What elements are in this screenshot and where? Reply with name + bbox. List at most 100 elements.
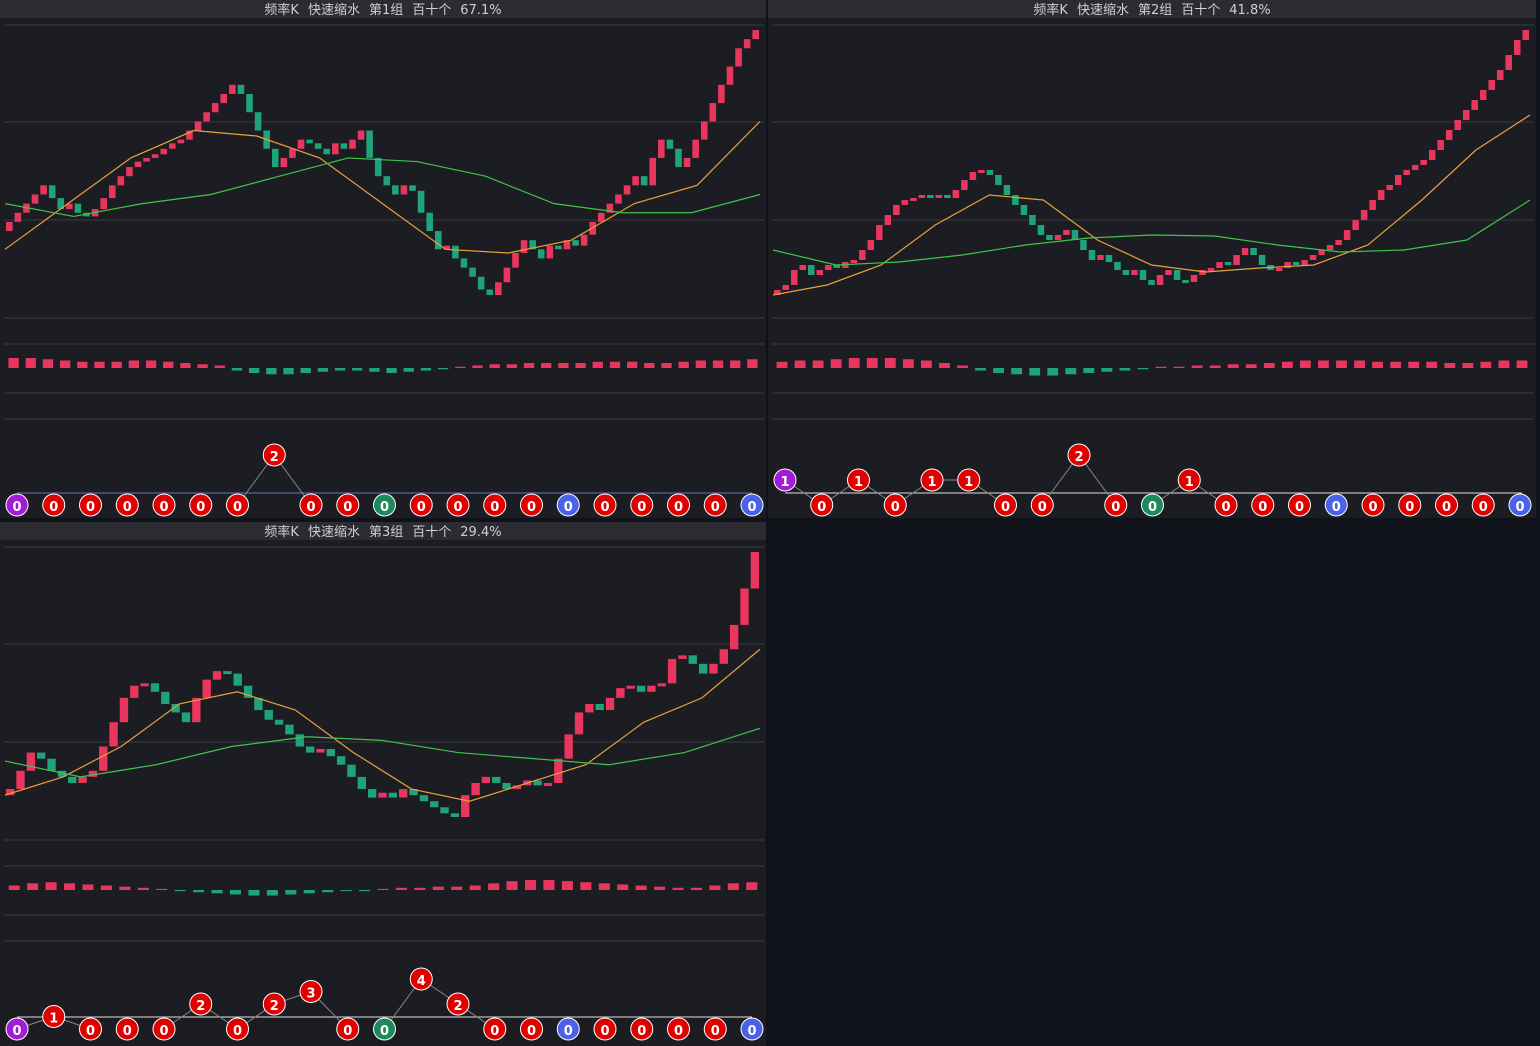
candle: [295, 734, 304, 747]
candle: [1080, 240, 1087, 250]
macd-bar: [920, 360, 932, 368]
signal-label: 0: [1221, 500, 1230, 515]
candle: [533, 780, 542, 786]
signal-label: 1: [854, 475, 863, 490]
candle: [57, 770, 67, 777]
candle: [316, 748, 325, 753]
candle: [37, 752, 46, 759]
signal-label: 2: [270, 450, 279, 465]
signal-label: 0: [600, 1024, 609, 1039]
candle: [1326, 245, 1334, 250]
macd-bar: [712, 360, 724, 368]
macd-bar: [163, 361, 174, 368]
macd-bar: [812, 360, 824, 368]
candle: [709, 663, 718, 674]
candle: [181, 712, 191, 723]
title-group: 第2组: [1138, 3, 1172, 18]
candle: [203, 112, 210, 122]
macd-bar: [1173, 366, 1185, 368]
candle: [1275, 268, 1283, 271]
signal-dot: [336, 493, 360, 517]
panel-bg: [768, 0, 1536, 518]
candle: [289, 148, 296, 158]
signal-dot: [262, 992, 286, 1016]
candle: [1088, 250, 1096, 260]
candle: [374, 157, 382, 177]
candle: [1343, 230, 1351, 240]
candle: [1292, 262, 1300, 265]
candle: [1122, 270, 1130, 275]
candle: [1479, 90, 1487, 100]
signal-dot: [1141, 493, 1164, 517]
macd-bar: [248, 890, 260, 896]
candle: [150, 683, 160, 692]
signal-dot: [446, 493, 470, 517]
candle: [347, 764, 356, 777]
candle: [1233, 255, 1240, 265]
signal-dot: [299, 980, 323, 1003]
candle: [543, 782, 553, 786]
candle: [683, 157, 691, 168]
candle: [961, 180, 968, 190]
candle: [392, 185, 399, 195]
macd-bar: [1101, 368, 1113, 372]
macd-bar: [848, 358, 860, 368]
macd-bar: [111, 361, 122, 368]
title-group: 第1组: [369, 3, 403, 18]
macd-bar: [1299, 360, 1311, 368]
panel-title: 频率K 快速缩水 第2组 百十个 41.8%: [1033, 2, 1270, 18]
candle: [667, 658, 677, 684]
signal-dot: [810, 493, 834, 517]
candle: [161, 691, 170, 704]
macd-bar: [678, 361, 689, 368]
panel-title: 频率K 快速缩水 第1组 百十个 67.1%: [264, 2, 501, 18]
candle: [850, 260, 858, 263]
signal-label: 0: [747, 500, 756, 515]
candle: [443, 245, 451, 250]
candle: [47, 758, 56, 771]
candle: [1097, 255, 1104, 260]
macd-bar: [317, 368, 329, 372]
signal-dot: [483, 1017, 507, 1041]
candle: [1199, 270, 1206, 275]
candle: [572, 240, 579, 246]
candle: [692, 139, 699, 158]
macd-bar: [156, 888, 168, 890]
candle: [108, 185, 116, 199]
macd-bar: [1444, 363, 1456, 368]
macd-bar: [25, 358, 36, 368]
candle: [595, 703, 604, 711]
candle: [657, 683, 666, 687]
title-bar: [0, 0, 766, 18]
candle: [399, 789, 408, 798]
signal-dot: [1030, 493, 1054, 517]
signal-label: 4: [417, 974, 426, 989]
candle: [211, 103, 219, 113]
signal-label: 0: [564, 500, 573, 515]
candle: [743, 39, 751, 49]
candle: [1386, 185, 1393, 190]
candle: [378, 792, 387, 798]
macd-bar: [866, 358, 878, 368]
macd-bar: [303, 890, 315, 894]
candle: [1462, 110, 1470, 120]
candle: [68, 776, 77, 783]
signal-dot: [483, 493, 507, 517]
signal-dot: [1067, 443, 1091, 467]
candle: [554, 758, 563, 783]
candle: [336, 756, 346, 765]
candle: [740, 588, 749, 625]
candle: [134, 161, 142, 168]
candle: [1352, 220, 1359, 230]
macd-bar: [1065, 368, 1077, 375]
candle: [1165, 270, 1172, 275]
signal-dot: [1398, 493, 1422, 517]
macd-bar: [488, 883, 500, 890]
macd-bar: [472, 365, 483, 368]
candle: [177, 139, 185, 144]
macd-bar: [580, 882, 592, 890]
macd-bar: [993, 368, 1005, 373]
candle: [297, 139, 305, 149]
candle: [1420, 160, 1427, 165]
signal-dot: [703, 493, 727, 517]
